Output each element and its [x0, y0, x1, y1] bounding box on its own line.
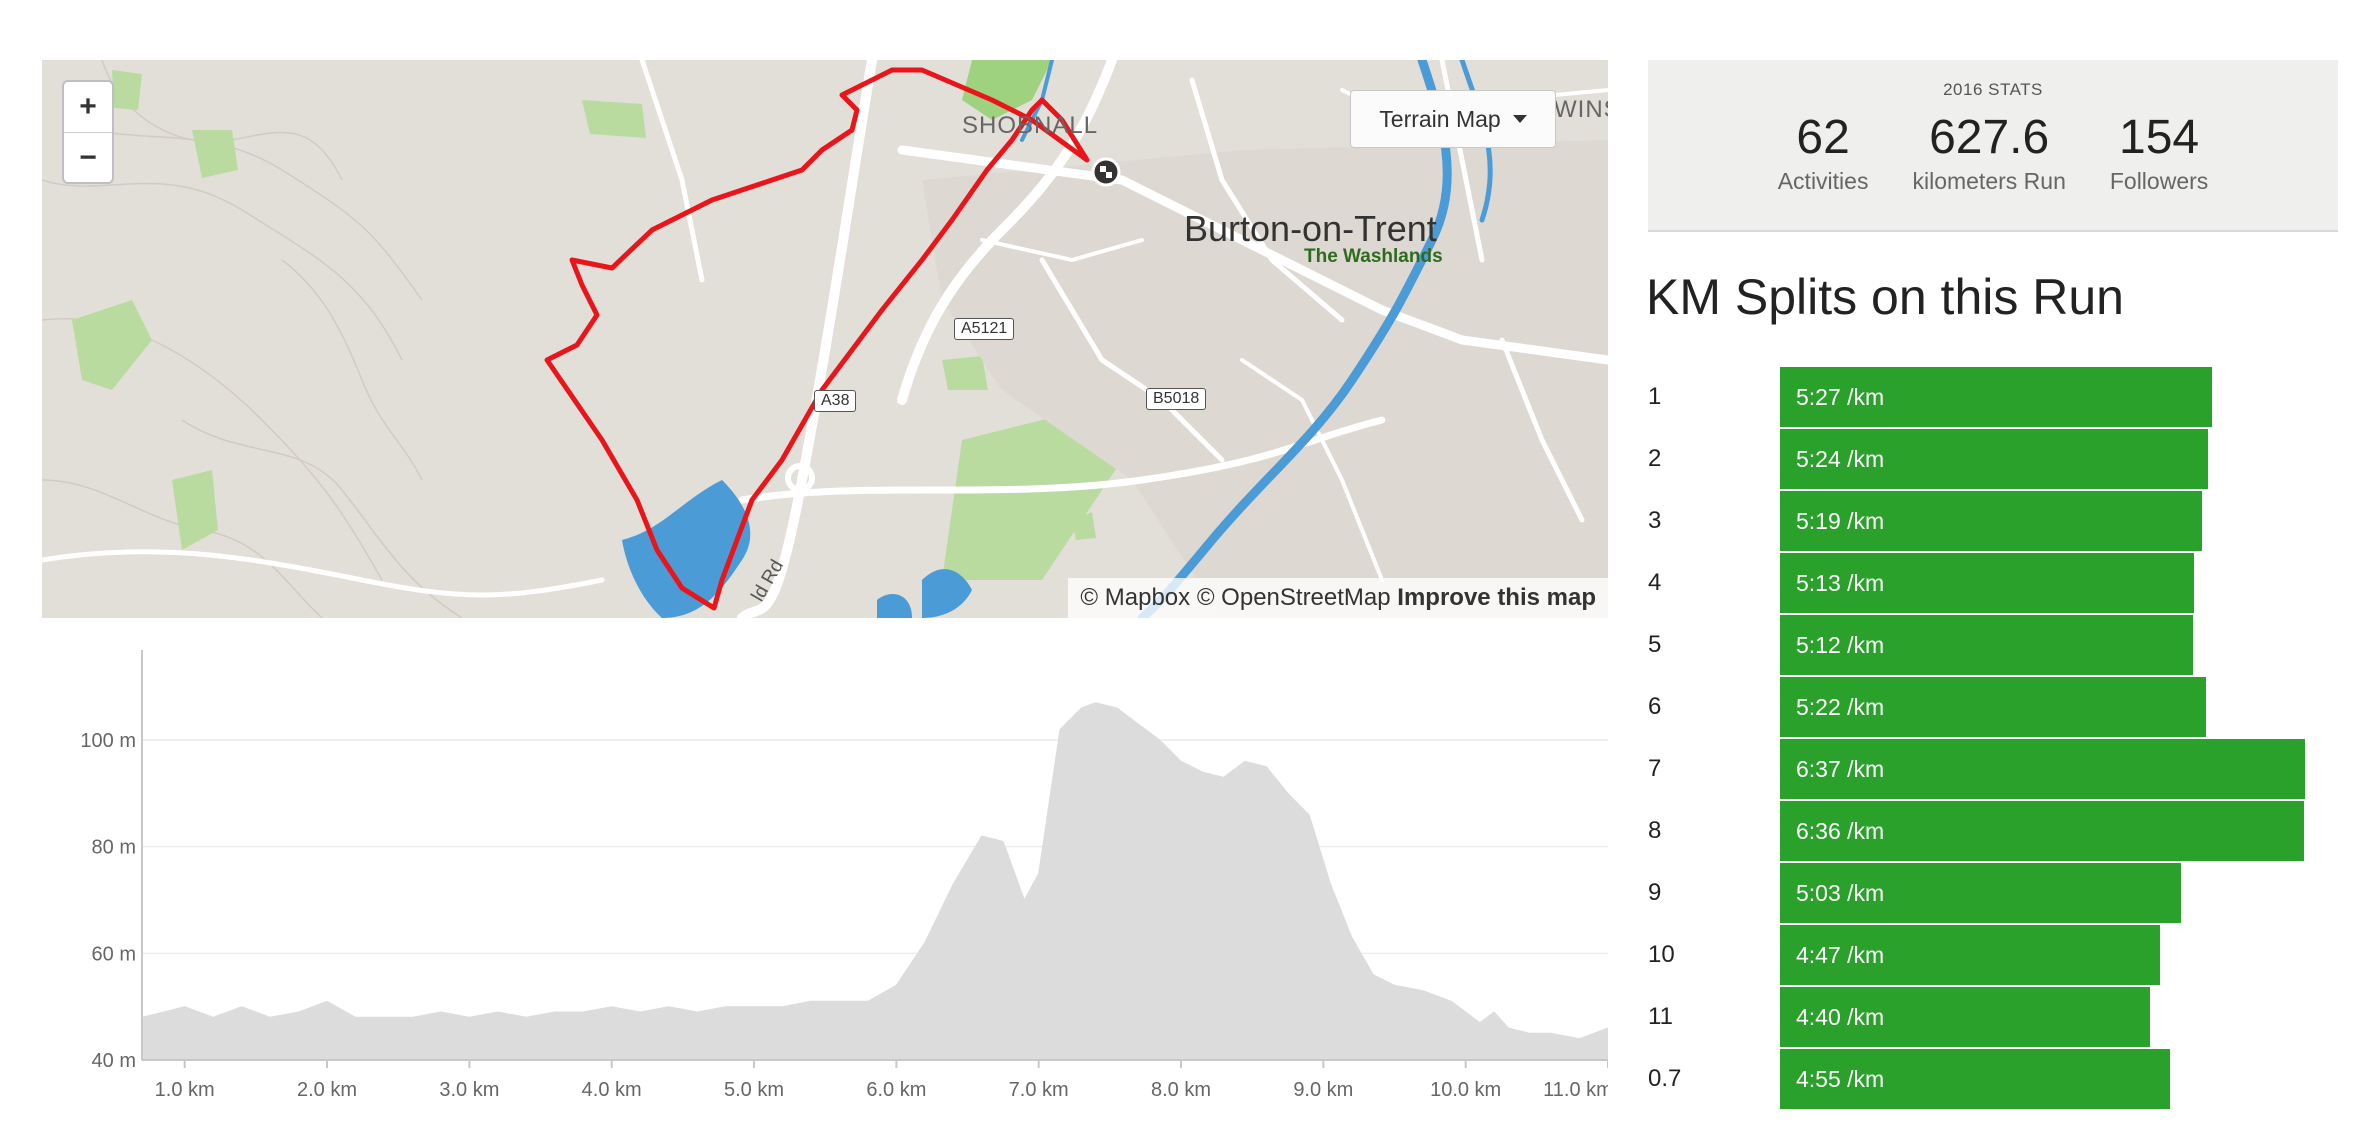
split-km-label: 10 — [1648, 941, 1675, 968]
split-pace-bar: 5:22 /km — [1780, 677, 2206, 737]
split-pace-bar: 4:40 /km — [1780, 987, 2150, 1047]
terrain-map-label: Terrain Map — [1379, 105, 1501, 132]
stat-value: 154 — [2119, 111, 2200, 164]
split-km-label: 9 — [1648, 879, 1662, 906]
road-shield-b5018: B5018 — [1146, 388, 1207, 410]
caret-down-icon — [1512, 115, 1527, 123]
split-km-label: 11 — [1648, 1003, 1673, 1030]
x-tick-label: 6.0 km — [866, 1079, 926, 1101]
splits-title: KM Splits on this Run — [1646, 269, 2124, 325]
label-partial-village: WINS — [1554, 96, 1608, 123]
stat-label: Followers — [2109, 168, 2209, 194]
split-row: 1 5:27 /km — [1648, 367, 2338, 429]
split-pace-bar: 5:27 /km — [1780, 367, 2212, 427]
split-row: 10 4:47 /km — [1648, 925, 2338, 987]
stat-kilometers: 627.6 kilometers Run — [1912, 110, 2065, 195]
stat-followers: 154 Followers — [2110, 110, 2208, 195]
stat-value: 627.6 — [1929, 111, 2050, 164]
stat-activities: 62 Activities — [1778, 110, 1869, 195]
y-tick-label: 60 m — [92, 943, 136, 965]
x-tick-label: 2.0 km — [297, 1079, 357, 1101]
map-attribution: © Mapbox © OpenStreetMap Improve this ma… — [1068, 578, 1608, 618]
route-map[interactable]: SHOBNALL WINS Burton-on-Trent The Washla… — [42, 60, 1608, 618]
stat-label: kilometers Run — [1912, 168, 2066, 194]
split-km-label: 1 — [1648, 383, 1662, 410]
split-row: 5 5:12 /km — [1648, 615, 2338, 677]
year-stats-panel: 2016 STATS 62 Activities 627.6 kilometer… — [1648, 60, 2338, 232]
split-km-label: 4 — [1648, 569, 1662, 596]
road-shield-a38: A38 — [814, 390, 857, 412]
attribution-mapbox-link[interactable]: © Mapbox — [1080, 584, 1191, 611]
y-tick-label: 40 m — [92, 1050, 136, 1072]
split-km-label: 5 — [1648, 631, 1662, 658]
split-pace-bar: 4:47 /km — [1780, 925, 2160, 985]
x-tick-label: 9.0 km — [1293, 1079, 1353, 1101]
x-tick-label: 5.0 km — [724, 1079, 784, 1101]
split-pace-bar: 4:55 /km — [1780, 1049, 2170, 1109]
split-row: 11 4:40 /km — [1648, 987, 2338, 1049]
x-tick-label: 7.0 km — [1009, 1079, 1069, 1101]
x-tick-label: 3.0 km — [439, 1079, 499, 1101]
finish-marker — [1091, 157, 1121, 187]
y-tick-label: 80 m — [92, 837, 136, 859]
split-km-label: 6 — [1648, 693, 1662, 720]
split-row: 0.7 4:55 /km — [1648, 1049, 2338, 1111]
x-tick-label: 1.0 km — [155, 1079, 215, 1101]
split-row: 7 6:37 /km — [1648, 739, 2338, 801]
zoom-control: + − — [62, 80, 114, 184]
x-tick-label: 8.0 km — [1151, 1079, 1211, 1101]
split-row: 2 5:24 /km — [1648, 429, 2338, 491]
x-tick-label: 11.0 km — [1543, 1079, 1608, 1101]
elevation-area — [141, 702, 1608, 1061]
map-tiles — [42, 60, 1608, 618]
label-town: Burton-on-Trent — [1184, 208, 1437, 249]
split-km-label: 0.7 — [1648, 1065, 1682, 1092]
stats-heading: 2016 STATS — [1943, 80, 2043, 99]
x-tick-label: 4.0 km — [582, 1079, 642, 1101]
label-park: The Washlands — [1304, 246, 1443, 267]
split-row: 4 5:13 /km — [1648, 553, 2338, 615]
split-pace-bar: 6:36 /km — [1780, 801, 2304, 861]
stat-label: Activities — [1777, 168, 1869, 194]
split-pace-bar: 5:03 /km — [1780, 863, 2181, 923]
label-village: SHOBNALL — [962, 112, 1099, 139]
y-tick-label: 100 m — [80, 730, 136, 752]
road-shield-a5121: A5121 — [954, 318, 1015, 340]
split-km-label: 8 — [1648, 817, 1662, 844]
split-pace-bar: 5:12 /km — [1780, 615, 2193, 675]
zoom-out-button[interactable]: − — [79, 141, 97, 174]
terrain-map-dropdown[interactable]: Terrain Map — [1350, 90, 1556, 148]
split-row: 9 5:03 /km — [1648, 863, 2338, 925]
split-pace-bar: 5:19 /km — [1780, 491, 2202, 551]
attribution-osm-link[interactable]: © OpenStreetMap — [1196, 584, 1391, 611]
split-row: 3 5:19 /km — [1648, 491, 2338, 553]
split-km-label: 2 — [1648, 445, 1662, 472]
split-row: 8 6:36 /km — [1648, 801, 2338, 863]
split-row: 6 5:22 /km — [1648, 677, 2338, 739]
stat-value: 62 — [1796, 111, 1850, 164]
splits-list: 1 5:27 /km 2 5:24 /km 3 5:19 /km 4 5:13 /km 5 5:1… — [1648, 367, 2338, 1111]
x-tick-label: 10.0 km — [1430, 1079, 1501, 1101]
split-pace-bar: 6:37 /km — [1780, 739, 2305, 799]
split-pace-bar: 5:24 /km — [1780, 429, 2208, 489]
split-km-label: 7 — [1648, 755, 1662, 782]
split-pace-bar: 5:13 /km — [1780, 553, 2194, 613]
zoom-in-button[interactable]: + — [64, 82, 112, 133]
split-km-label: 3 — [1648, 507, 1662, 534]
elevation-chart: 40 m 60 m 80 m 100 m 1.0 km 2.0 km 3.0 km 4.0 k… — [80, 650, 1608, 1101]
improve-map-link[interactable]: Improve this map — [1397, 584, 1596, 611]
